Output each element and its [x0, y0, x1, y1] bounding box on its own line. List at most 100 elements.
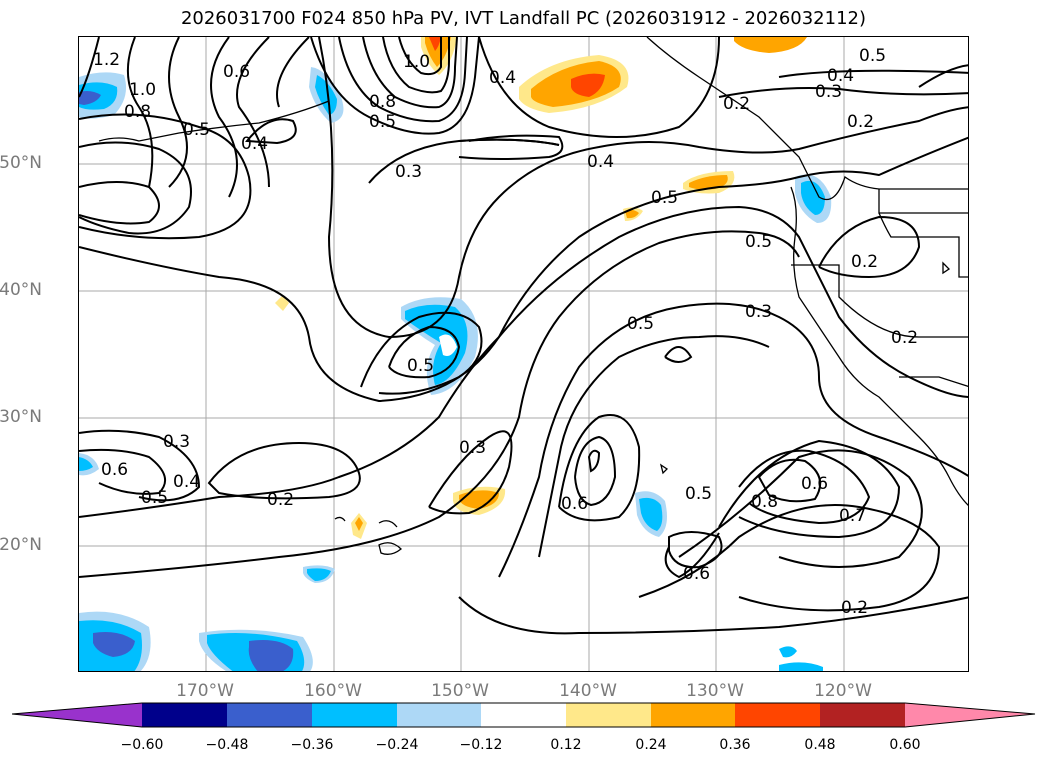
- lat-label-30n: 30°N: [0, 407, 42, 427]
- pv-blob: [425, 37, 451, 67]
- colorbar-outline: [12, 702, 1036, 728]
- map-area: 1.2 1.0 0.8 0.6 0.5 0.4 1.0 0.8 0.5 0.4 …: [78, 36, 969, 672]
- contour-line: [245, 118, 297, 145]
- contour-label: 0.5: [685, 484, 712, 504]
- chart-title: 2026031700 F024 850 hPa PV, IVT Landfall…: [180, 8, 867, 29]
- contour-line: [126, 37, 154, 188]
- contour-line: [498, 302, 968, 578]
- pv-blob: [275, 295, 289, 311]
- contour-label: 0.2: [723, 94, 750, 114]
- contour-line: [918, 64, 968, 88]
- contour-label: 0.8: [751, 492, 778, 512]
- contour-label: 0.6: [101, 460, 128, 480]
- contour-label: 0.3: [163, 432, 190, 452]
- contour-label: 1.0: [403, 52, 430, 72]
- colorbar-tick: −0.12: [459, 737, 503, 753]
- contour-line: [360, 311, 483, 395]
- contour-label: 0.2: [841, 598, 868, 618]
- contour-line: [538, 335, 770, 558]
- contour-line: [388, 325, 461, 379]
- lon-label-150w: 150°W: [431, 681, 489, 701]
- colorbar-tick: 0.48: [804, 737, 836, 753]
- pv-blob: [307, 568, 331, 581]
- island-hawaii: [378, 520, 398, 528]
- contour-label: 0.3: [815, 82, 842, 102]
- contour-label: 0.6: [223, 62, 250, 82]
- contour-label: 0.5: [859, 46, 886, 66]
- pv-blob: [639, 497, 663, 531]
- contour-line: [318, 37, 968, 339]
- contour-line: [79, 113, 252, 240]
- pv-blob: [459, 490, 499, 509]
- contour-line: [587, 449, 601, 473]
- lon-label-130w: 130°W: [686, 681, 744, 701]
- contour-line: [79, 37, 100, 98]
- colorbar-segment: [820, 703, 905, 727]
- contour-line: [79, 181, 160, 225]
- contour-line: [668, 531, 723, 569]
- contour-line: [558, 414, 641, 522]
- contour-line: [574, 435, 617, 507]
- contour-label: 0.5: [407, 356, 434, 376]
- pv-blob: [79, 91, 101, 105]
- pv-blob: [79, 457, 93, 471]
- contour-line: [428, 430, 513, 515]
- contour-line: [458, 596, 968, 635]
- lon-label-140w: 140°W: [559, 681, 617, 701]
- state-borders: [878, 212, 968, 278]
- contour-label: 0.4: [587, 152, 614, 172]
- contour-line: [79, 230, 800, 578]
- contour-label: 0.4: [489, 68, 516, 88]
- coastline-aleutians: [98, 100, 330, 142]
- contour-line: [207, 441, 361, 500]
- pv-blob: [625, 209, 639, 219]
- contour-line: [168, 37, 188, 188]
- contour-label: 0.7: [839, 506, 866, 526]
- pv-blob: [93, 632, 135, 657]
- contour-line: [398, 37, 442, 76]
- ivt-contours: [79, 37, 968, 635]
- island-hawaii: [378, 542, 402, 555]
- contour-line: [79, 448, 167, 495]
- pv-blob: [248, 640, 294, 671]
- colorbar-segment: [651, 703, 735, 727]
- colorbar-segment: [566, 703, 651, 727]
- colorbar-segment: [142, 703, 227, 727]
- colorbar-tick: 0.60: [889, 737, 921, 753]
- colorbar-segment: [312, 703, 397, 727]
- contour-label: 0.5: [141, 488, 168, 508]
- contour-label: 0.6: [801, 474, 828, 494]
- island-small: [942, 261, 951, 275]
- state-borders: [791, 264, 968, 338]
- contour-label: 0.4: [173, 472, 200, 492]
- contour-label: 0.2: [891, 328, 918, 348]
- state-borders: [899, 376, 968, 388]
- contour-line: [79, 141, 192, 235]
- pv-blob: [439, 334, 457, 356]
- contour-label: 0.4: [827, 66, 854, 86]
- colorbar-segment: [12, 703, 142, 727]
- contour-line: [382, 37, 450, 94]
- colorbar-segment: [227, 703, 312, 727]
- colorbar-segment: [905, 703, 1035, 727]
- contour-line: [79, 429, 201, 502]
- contour-line: [757, 458, 822, 503]
- contour-label: 0.5: [369, 112, 396, 132]
- contour-line: [79, 136, 968, 403]
- contour-line: [276, 37, 310, 108]
- colorbar-segment: [481, 703, 566, 727]
- lon-label-160w: 160°W: [304, 681, 362, 701]
- contour-line: [210, 37, 238, 198]
- contour-line: [236, 37, 270, 188]
- contour-line: [738, 449, 871, 525]
- colorbar: [12, 702, 1036, 728]
- contour-label: 0.6: [561, 494, 588, 514]
- contour-line: [678, 449, 923, 568]
- pv-blob: [734, 37, 807, 53]
- contour-label: 1.2: [93, 50, 120, 70]
- map-canvas: 1.2 1.0 0.8 0.6 0.5 0.4 1.0 0.8 0.5 0.4 …: [79, 37, 968, 671]
- pv-blob: [779, 646, 797, 658]
- pv-blob: [779, 662, 823, 671]
- colorbar-segment: [735, 703, 820, 727]
- contour-label: 0.2: [851, 252, 878, 272]
